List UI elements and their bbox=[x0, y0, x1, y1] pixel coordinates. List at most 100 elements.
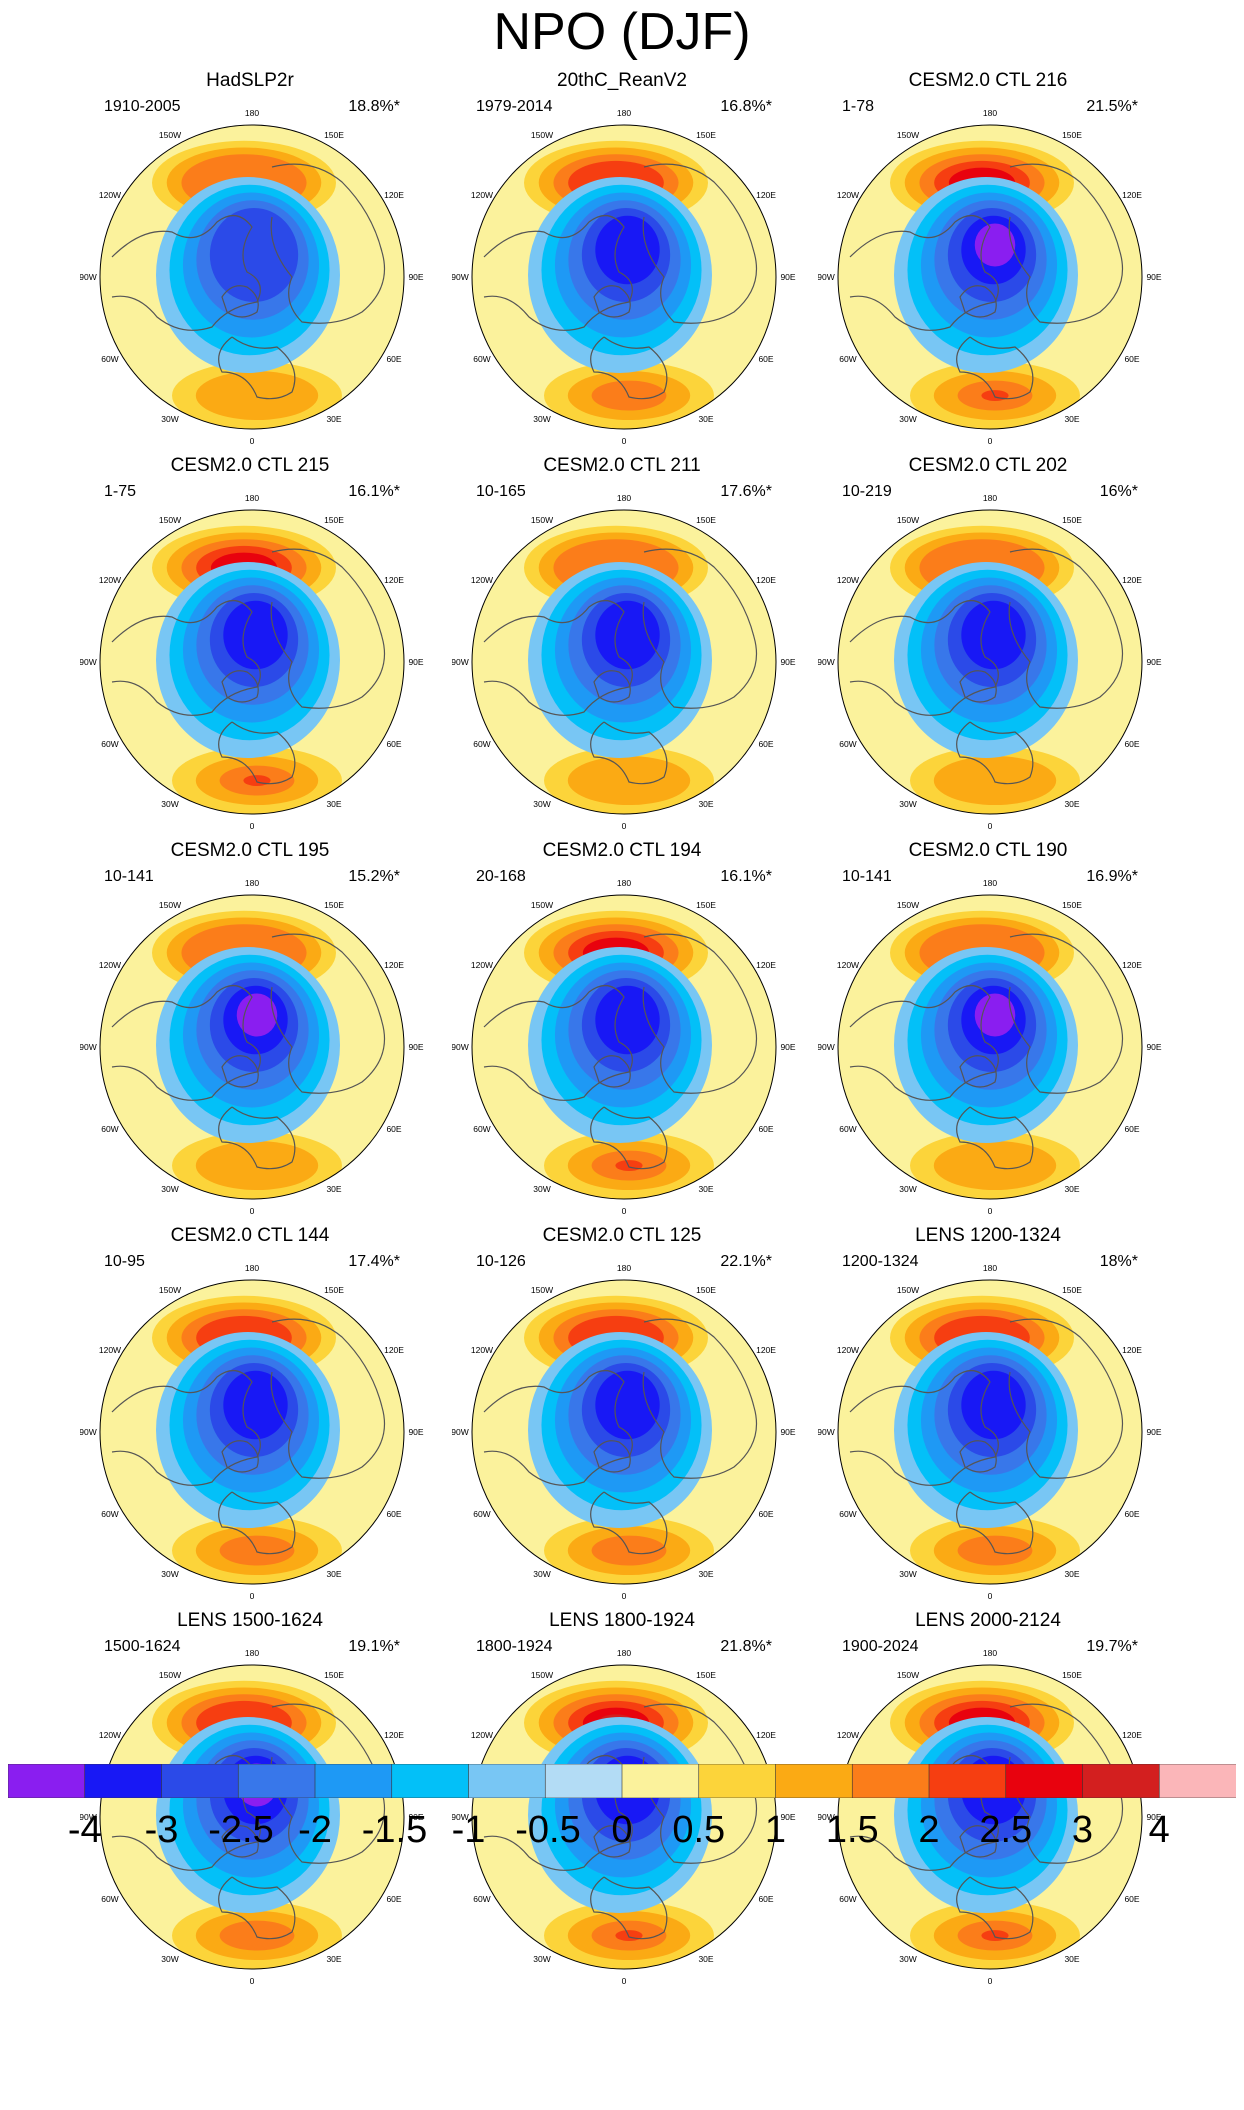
map-boundary bbox=[99, 1279, 405, 1585]
longitude-label: 120E bbox=[756, 1730, 776, 1740]
longitude-label: 150W bbox=[531, 1670, 553, 1680]
panel-variance: 16.9%* bbox=[1086, 868, 1138, 885]
panel-title: LENS 1500-1624 bbox=[177, 1610, 323, 1631]
longitude-label: 120E bbox=[384, 190, 404, 200]
longitude-label: 120E bbox=[756, 190, 776, 200]
longitude-label: 120E bbox=[1122, 1730, 1142, 1740]
longitude-label: 150E bbox=[1062, 130, 1082, 140]
longitude-label: 90W bbox=[452, 1042, 469, 1052]
longitude-label: 180 bbox=[245, 1263, 259, 1273]
colorbar-tick-label: 3 bbox=[1071, 1809, 1094, 1851]
longitude-label: 150W bbox=[897, 1285, 919, 1295]
coastline-europe bbox=[590, 336, 668, 400]
longitude-label: 30W bbox=[533, 1954, 550, 1964]
negative-contour bbox=[223, 600, 288, 670]
map-boundary bbox=[99, 894, 405, 1200]
longitude-label: 150E bbox=[696, 1670, 716, 1680]
coastline-north-america bbox=[111, 215, 261, 331]
longitude-label: 150W bbox=[897, 1670, 919, 1680]
longitude-label: 90W bbox=[80, 1042, 97, 1052]
longitude-label: 90W bbox=[818, 1812, 835, 1822]
polar-map: 180 150E 120E 90E 60E 30E 0 30W 60W 90W 120W 150W bbox=[80, 1648, 424, 1986]
coastline-eurasia bbox=[1008, 163, 1124, 324]
longitude-label: 150E bbox=[1062, 1285, 1082, 1295]
longitude-label: 90W bbox=[452, 657, 469, 667]
colorbar-tick-label: 4 bbox=[1148, 1809, 1170, 1851]
longitude-label: 90W bbox=[80, 272, 97, 282]
map-boundary bbox=[837, 1279, 1143, 1585]
longitude-label: 180 bbox=[617, 1263, 631, 1273]
colorbar-tick-label: -0.5 bbox=[515, 1809, 581, 1851]
longitude-label: 150W bbox=[531, 900, 553, 910]
colorbar-box bbox=[237, 1764, 316, 1798]
panel-title: LENS 1200-1324 bbox=[915, 1225, 1061, 1246]
colorbar-box bbox=[1082, 1764, 1161, 1798]
map-boundary bbox=[99, 509, 405, 815]
longitude-label: 60W bbox=[101, 739, 118, 749]
longitude-label: 150W bbox=[897, 515, 919, 525]
map-boundary bbox=[471, 509, 777, 815]
panel-period: 10-126 bbox=[476, 1253, 526, 1270]
coastline-greenland bbox=[593, 1825, 631, 1858]
colorbar bbox=[8, 1764, 1236, 1798]
longitude-label: 60E bbox=[758, 1509, 773, 1519]
longitude-label: 150E bbox=[1062, 515, 1082, 525]
coastline-north-america bbox=[483, 985, 633, 1101]
longitude-label: 30E bbox=[326, 414, 341, 424]
longitude-label: 90E bbox=[408, 272, 423, 282]
panel-variance: 21.8%* bbox=[720, 1638, 772, 1655]
coastline-greenland bbox=[221, 285, 259, 318]
coastline-north-america bbox=[483, 1370, 633, 1486]
coastline-eurasia bbox=[1008, 1318, 1124, 1479]
coastline-greenland bbox=[593, 1440, 631, 1473]
longitude-label: 150W bbox=[531, 130, 553, 140]
longitude-label: 120E bbox=[756, 1345, 776, 1355]
longitude-label: 30E bbox=[698, 1569, 713, 1579]
longitude-label: 60E bbox=[386, 739, 401, 749]
coastline-eurasia bbox=[642, 1703, 758, 1864]
longitude-label: 120E bbox=[1122, 960, 1142, 970]
longitude-label: 120W bbox=[99, 1730, 121, 1740]
coastline-europe bbox=[590, 721, 668, 785]
coastline-north-america bbox=[483, 600, 633, 716]
coastline-north-america bbox=[111, 985, 261, 1101]
negative-contour bbox=[223, 1370, 288, 1440]
colorbar-tick-label: 0 bbox=[611, 1809, 633, 1851]
coastline-eurasia bbox=[270, 933, 386, 1094]
coastline-eurasia bbox=[270, 548, 386, 709]
colorbar-tick-label: -4 bbox=[67, 1809, 102, 1851]
longitude-label: 120E bbox=[756, 960, 776, 970]
longitude-label: 120W bbox=[837, 1730, 859, 1740]
colorbar-tick-label: -2 bbox=[298, 1809, 332, 1851]
longitude-label: 0 bbox=[988, 1591, 993, 1601]
longitude-label: 180 bbox=[245, 1648, 259, 1658]
coastline-eurasia bbox=[642, 933, 758, 1094]
longitude-label: 30E bbox=[326, 1954, 341, 1964]
longitude-label: 150W bbox=[897, 900, 919, 910]
coastline-eurasia bbox=[1008, 1703, 1124, 1864]
longitude-label: 120W bbox=[837, 960, 859, 970]
longitude-label: 150W bbox=[159, 515, 181, 525]
longitude-label: 90W bbox=[80, 657, 97, 667]
longitude-label: 60W bbox=[473, 1509, 490, 1519]
colorbar-box bbox=[1158, 1764, 1236, 1798]
longitude-label: 90W bbox=[452, 1812, 469, 1822]
coastline-europe bbox=[956, 1491, 1034, 1555]
panel-variance: 18%* bbox=[1099, 1253, 1138, 1270]
colorbar-tick-label: 1 bbox=[764, 1809, 787, 1851]
longitude-label: 150W bbox=[159, 1285, 181, 1295]
longitude-label: 60E bbox=[1124, 739, 1139, 749]
colorbar-tick-label: -1 bbox=[451, 1809, 486, 1851]
map-boundary bbox=[471, 894, 777, 1200]
coastline-europe bbox=[218, 336, 296, 400]
coastline-greenland bbox=[221, 1440, 259, 1473]
colorbar-tick-label: -1.5 bbox=[361, 1809, 428, 1851]
longitude-label: 120W bbox=[471, 1730, 493, 1740]
longitude-label: 30W bbox=[533, 1569, 550, 1579]
longitude-label: 30E bbox=[1064, 1569, 1079, 1579]
longitude-label: 0 bbox=[988, 1206, 993, 1216]
colorbar-box bbox=[84, 1764, 163, 1798]
polar-map: 180 150E 120E 90E 60E 30E 0 30W 60W 90W 120W 150W bbox=[452, 493, 796, 831]
panel-period: 1-75 bbox=[104, 483, 137, 500]
map-boundary bbox=[99, 124, 405, 430]
